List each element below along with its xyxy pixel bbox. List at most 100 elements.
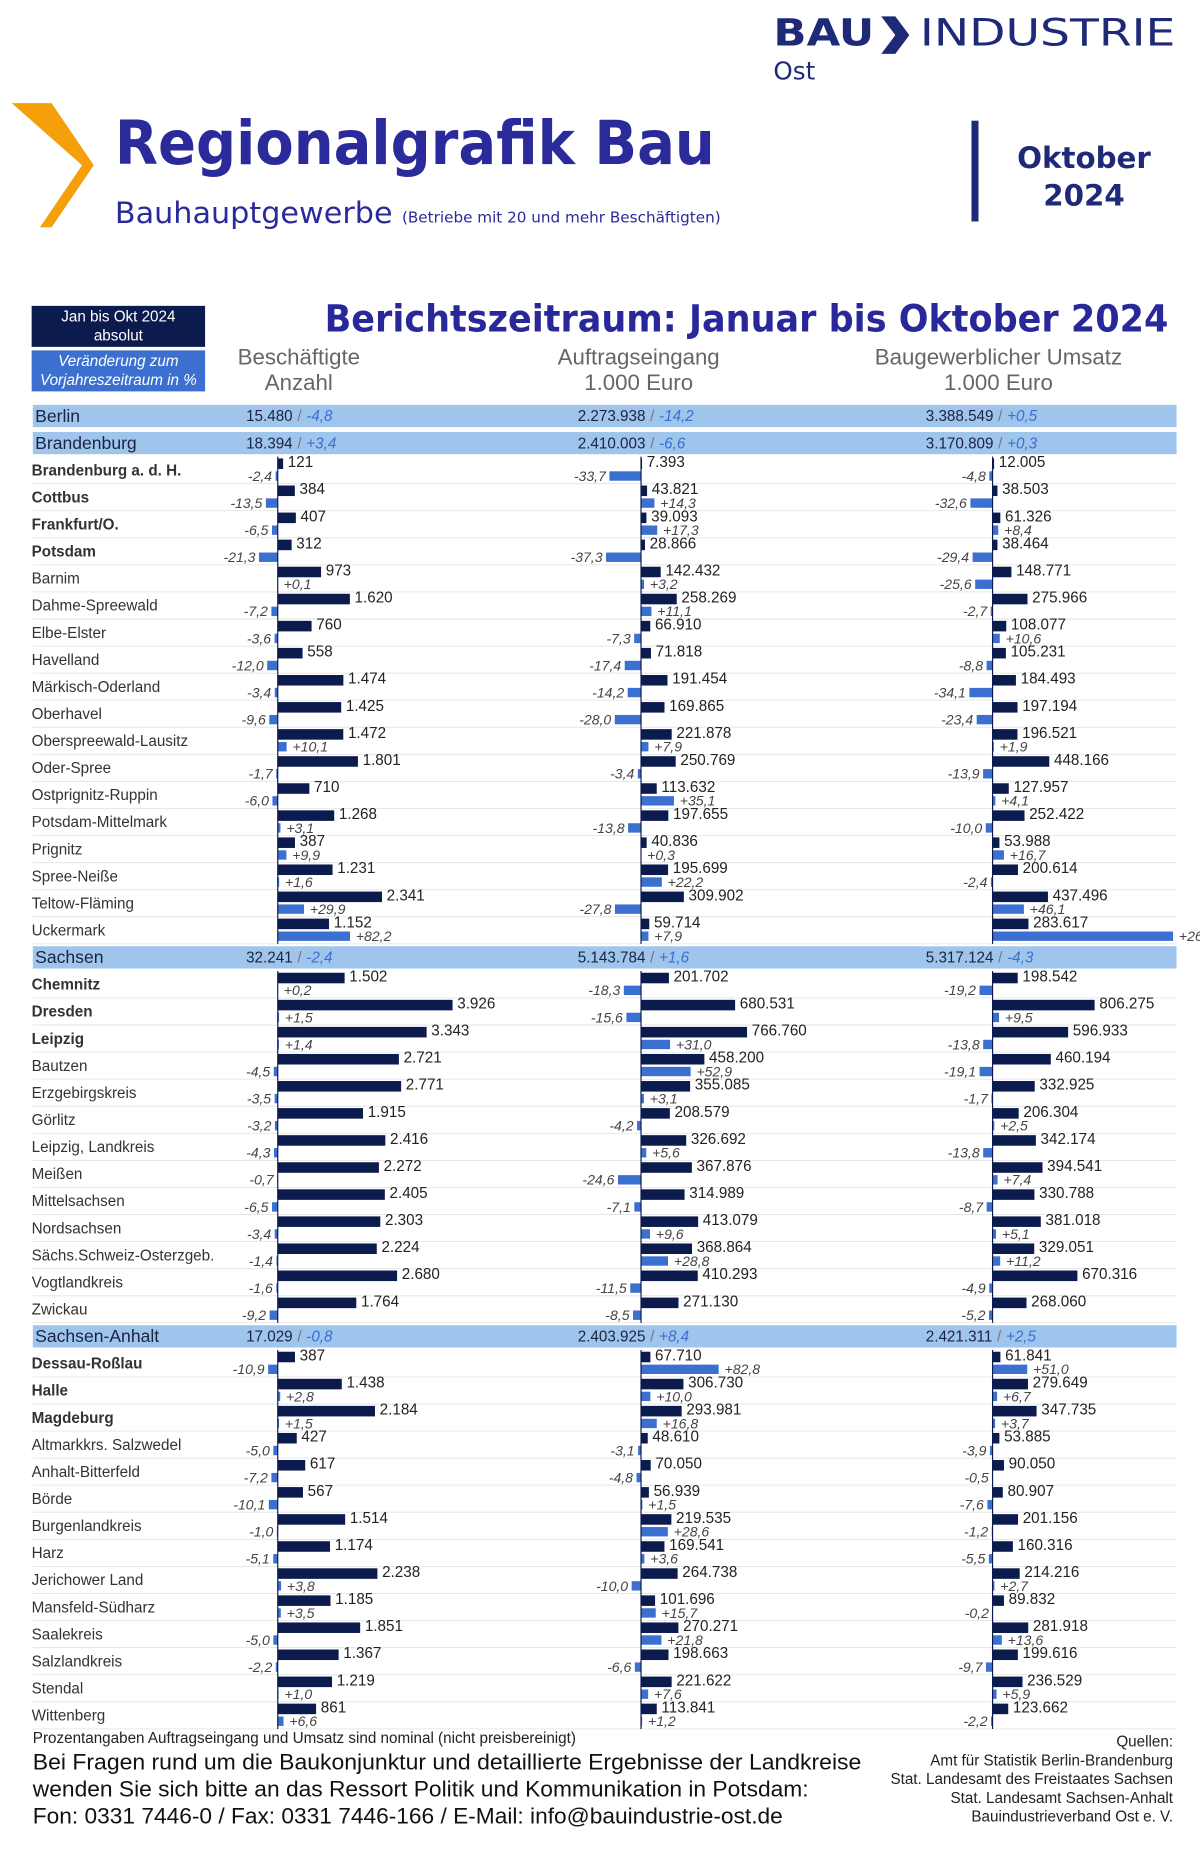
absolute-label: 184.493 — [1021, 671, 1076, 688]
absolute-bar — [641, 566, 661, 578]
total-change: +0,3 — [1007, 435, 1038, 452]
change-bar — [268, 1499, 278, 1510]
change-label: -9,2 — [242, 1307, 266, 1323]
change-label: +8,4 — [1004, 522, 1032, 538]
change-label: -3,2 — [247, 1118, 271, 1134]
absolute-label: 191.454 — [672, 671, 728, 688]
change-bar — [983, 1039, 993, 1050]
absolute-bar — [641, 999, 736, 1011]
change-label: +3,5 — [287, 1605, 315, 1621]
region-name: Nordsachsen — [32, 1220, 122, 1237]
region-name: Altmarkkrs. Salzwedel — [32, 1437, 182, 1454]
absolute-label: 410.293 — [702, 1266, 757, 1283]
change-bar — [274, 687, 278, 698]
region-name: Oberhavel — [32, 706, 102, 723]
change-bar — [992, 1175, 998, 1185]
absolute-label: 197.194 — [1022, 698, 1078, 715]
region-name: Meißen — [32, 1166, 83, 1183]
group-total: 17.029/-0,8 — [246, 1329, 333, 1346]
change-label: -13,8 — [593, 820, 625, 836]
region-name: Oder-Spree — [32, 760, 112, 777]
change-label: +82,2 — [356, 928, 392, 944]
absolute-label: 1.502 — [349, 968, 387, 985]
change-bar — [641, 1499, 643, 1510]
absolute-bar — [641, 620, 651, 632]
absolute-bar — [277, 1351, 295, 1363]
absolute-bar — [641, 1053, 705, 1065]
change-label: -13,8 — [948, 1145, 980, 1161]
total-separator: / — [998, 408, 1003, 425]
group-total: 2.421.311/+2,5 — [926, 1329, 1037, 1346]
change-bar — [272, 1202, 278, 1212]
change-bar — [606, 552, 642, 562]
absolute-label: 355.085 — [695, 1077, 750, 1094]
absolute-bar — [641, 864, 669, 876]
absolute-bar — [992, 674, 1016, 686]
absolute-label: 279.649 — [1033, 1375, 1088, 1392]
change-label: -37,3 — [570, 549, 602, 565]
change-bar — [277, 1581, 282, 1591]
change-bar — [992, 1012, 1000, 1023]
change-bar — [265, 498, 278, 508]
absolute-label: 48.610 — [652, 1429, 699, 1446]
change-bar — [976, 714, 993, 725]
group-name: Brandenburg — [35, 433, 137, 453]
change-label: +29,9 — [310, 901, 346, 917]
absolute-label: 250.769 — [680, 752, 735, 769]
change-label: +52,9 — [696, 1063, 732, 1079]
absolute-bar — [992, 512, 1001, 524]
contact: wenden Sie sich bitte an das Ressort Pol… — [32, 1776, 809, 1801]
change-label: -5,0 — [246, 1442, 270, 1458]
absolute-label: 1.801 — [363, 752, 401, 769]
total-separator: / — [297, 1329, 302, 1346]
absolute-label: 1.438 — [346, 1375, 384, 1392]
absolute-bar — [992, 918, 1029, 930]
change-label: +9,9 — [292, 847, 320, 863]
change-bar — [273, 1066, 278, 1077]
absolute-bar — [992, 1026, 1069, 1038]
total-change: +2,5 — [1006, 1329, 1037, 1346]
change-label: +16,8 — [663, 1415, 699, 1431]
change-bar — [992, 1256, 1001, 1266]
absolute-label: 208.579 — [675, 1104, 730, 1121]
absolute-label: 61.326 — [1005, 508, 1052, 525]
absolute-bar — [641, 1351, 651, 1363]
absolute-label: 1.231 — [337, 860, 375, 877]
absolute-bar — [992, 837, 1000, 848]
change-label: -1,0 — [249, 1524, 273, 1540]
absolute-bar — [641, 1703, 657, 1715]
absolute-bar — [992, 1216, 1041, 1227]
absolute-label: 221.878 — [676, 725, 731, 742]
change-bar — [992, 1635, 1002, 1645]
total-value: 5.317.124 — [926, 950, 994, 967]
change-label: +5,9 — [1002, 1686, 1030, 1702]
change-label: +11,2 — [1006, 1253, 1041, 1269]
change-bar — [269, 714, 278, 725]
absolute-label: 2.238 — [382, 1564, 420, 1581]
absolute-label: 567 — [308, 1483, 333, 1500]
change-label: -8,5 — [605, 1307, 629, 1323]
absolute-bar — [277, 1541, 331, 1552]
region-name: Ostprignitz-Ruppin — [32, 787, 158, 804]
change-label: +2,7 — [1000, 1578, 1029, 1594]
absolute-bar — [641, 512, 647, 524]
absolute-label: 67.710 — [655, 1347, 702, 1364]
source: Bauindustrieverband Ost e. V. — [971, 1809, 1173, 1826]
absolute-bar — [641, 1108, 670, 1119]
absolute-bar — [992, 539, 998, 551]
absolute-label: 1.367 — [343, 1645, 381, 1662]
absolute-label: 766.760 — [752, 1023, 807, 1040]
change-bar — [992, 850, 1004, 860]
month: Oktober — [1017, 141, 1151, 175]
change-bar — [634, 1202, 642, 1212]
absolute-bar — [992, 810, 1025, 821]
absolute-label: 148.771 — [1016, 562, 1071, 579]
change-label: -3,4 — [610, 766, 634, 782]
change-bar — [986, 1202, 993, 1212]
change-bar — [641, 1554, 645, 1564]
change-bar — [631, 1581, 642, 1591]
absolute-label: 38.503 — [1002, 481, 1049, 498]
absolute-bar — [641, 756, 676, 767]
source: Stat. Landesamt Sachsen-Anhalt — [951, 1790, 1174, 1807]
